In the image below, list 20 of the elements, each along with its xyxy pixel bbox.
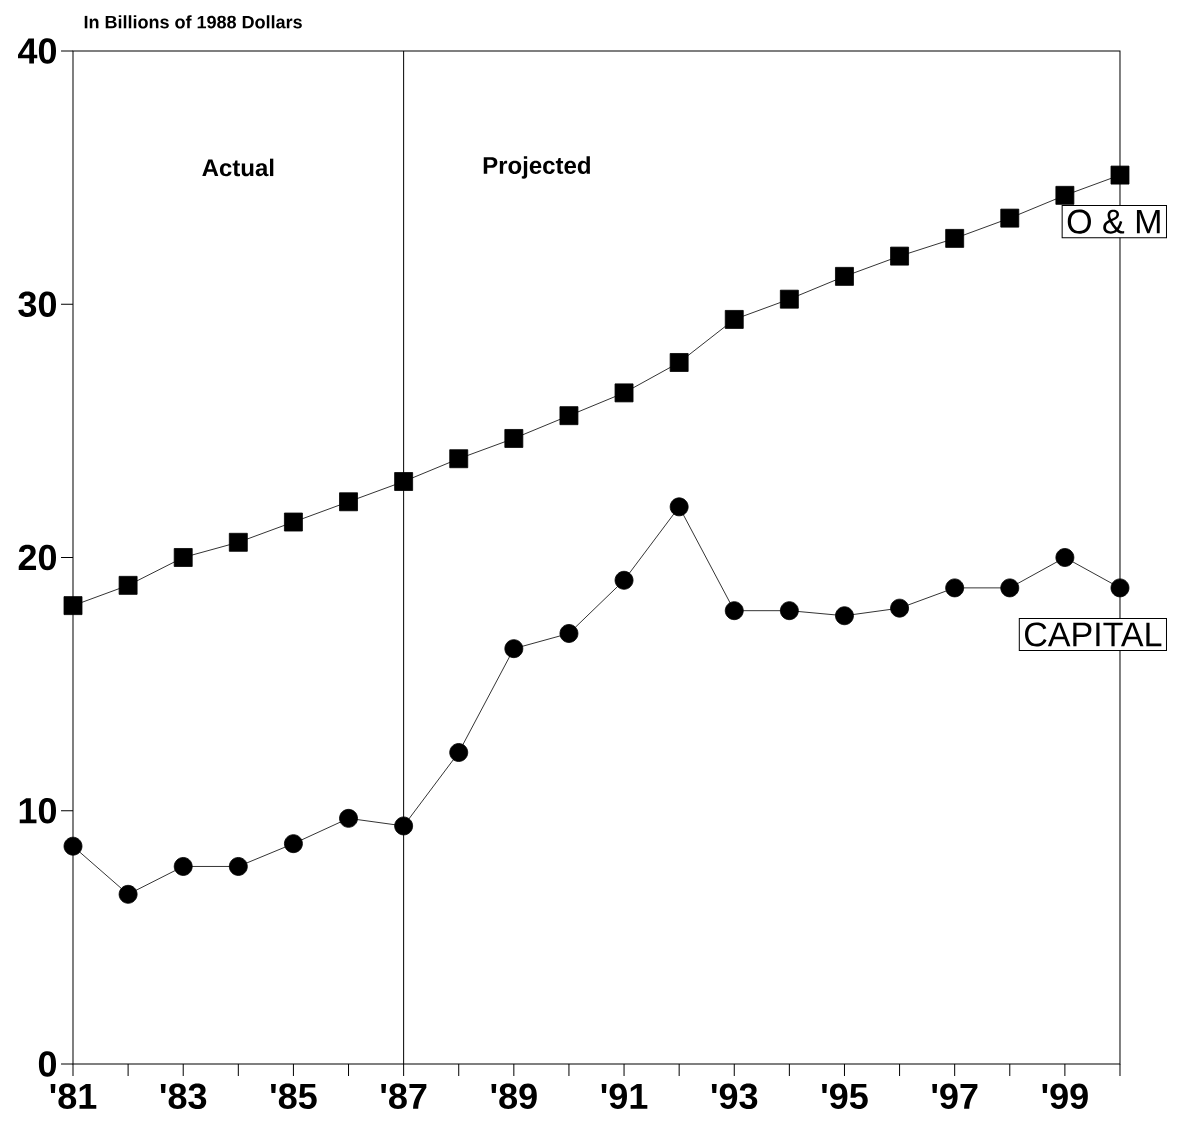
annotation: Projected [483, 156, 590, 179]
x-tick-label: '95 [822, 1083, 868, 1110]
x-tick-label: '97 [932, 1083, 978, 1110]
y-tick-label: 20 [18, 544, 57, 571]
y-tick-label: 10 [19, 798, 57, 824]
series-label: CAPITAL [1025, 622, 1162, 647]
x-tick-label: '85 [271, 1083, 317, 1110]
y-tick-label: 40 [18, 38, 57, 64]
annotation: Actual [202, 158, 274, 177]
y-tick-label: 30 [18, 291, 57, 318]
y-tick-label: 0 [38, 1051, 57, 1077]
y-axis-title: In Billions of 1988 Dollars [84, 15, 302, 29]
x-tick-label: '89 [491, 1083, 537, 1110]
x-tick-label: '87 [381, 1083, 427, 1110]
x-tick-label: '91 [601, 1083, 648, 1110]
x-tick-label: '93 [711, 1083, 758, 1110]
series-label: O & M [1067, 209, 1160, 234]
x-tick-label: '81 [50, 1083, 97, 1110]
x-tick-label: '99 [1042, 1083, 1088, 1110]
x-tick-label: '83 [160, 1083, 207, 1110]
